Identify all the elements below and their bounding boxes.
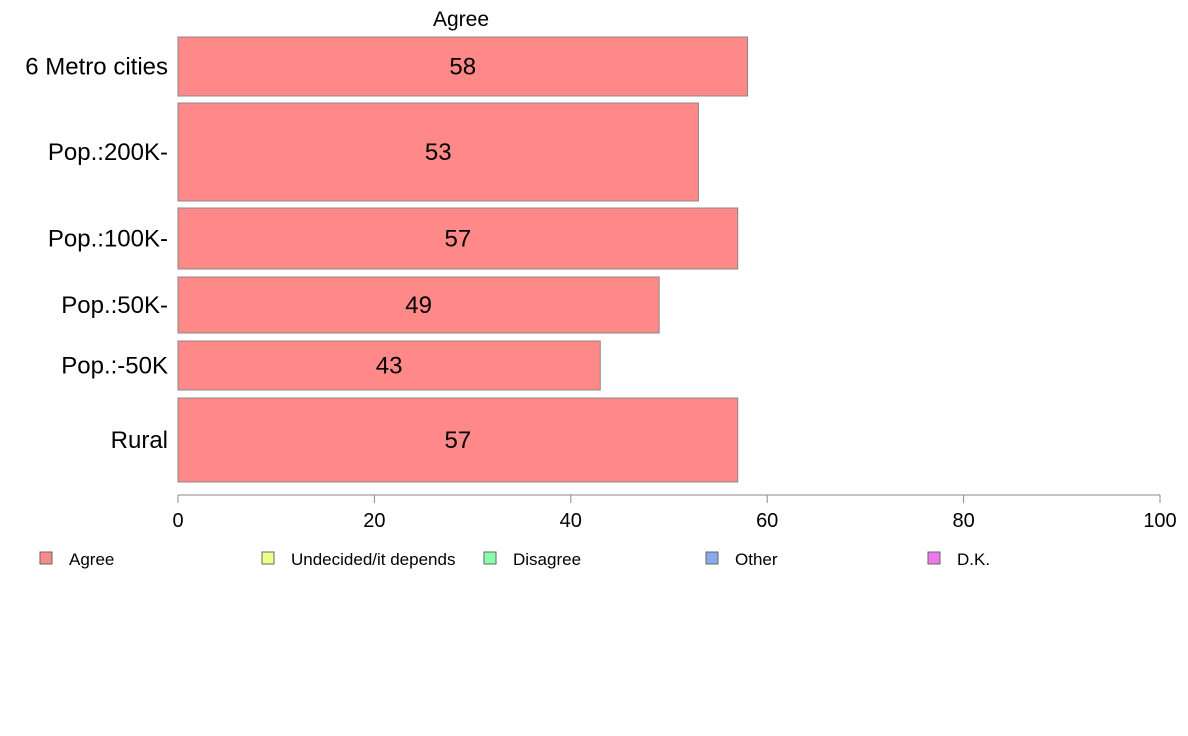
category-label: Pop.:200K- [48, 139, 168, 166]
bar-value-label: 43 [376, 353, 403, 380]
category-label: Rural [111, 427, 168, 454]
x-axis: 0 20 40 60 80 100 [172, 494, 1177, 532]
x-tick-label: 40 [560, 510, 582, 532]
bar [177, 36, 749, 97]
bars-group: 58 6 Metro cities 53 Pop.:200K- 57 Pop.:100K-… [25, 36, 749, 483]
legend: Agree Undecided/it depends Disagree Other D.… [39, 550, 990, 569]
category-label: Pop.:100K- [48, 226, 168, 253]
bar [177, 397, 739, 483]
legend-swatch [927, 551, 941, 565]
bar [177, 102, 699, 202]
panel-title: Agree [433, 8, 489, 31]
legend-label: Undecided/it depends [291, 550, 455, 569]
category-label: Pop.:-50K [61, 353, 168, 380]
legend-label: D.K. [957, 550, 990, 569]
category-label: Pop.:50K- [61, 292, 168, 319]
legend-swatch [705, 551, 719, 565]
bar [177, 276, 660, 334]
legend-swatch [483, 551, 497, 565]
bar [177, 207, 739, 270]
x-tick-label: 20 [363, 510, 385, 532]
legend-label: Agree [69, 550, 114, 569]
legend-swatch [39, 551, 53, 565]
legend-label: Disagree [513, 550, 581, 569]
bar-value-label: 57 [445, 226, 472, 253]
x-tick-label: 80 [952, 510, 974, 532]
bar-value-label: 58 [449, 54, 476, 81]
bar-value-label: 49 [405, 292, 432, 319]
bar-value-label: 53 [425, 139, 452, 166]
bar-value-label: 57 [445, 427, 472, 454]
x-tick-label: 60 [756, 510, 778, 532]
legend-label: Other [735, 550, 778, 569]
x-tick-label: 100 [1143, 510, 1176, 532]
x-tick-label: 0 [172, 510, 183, 532]
legend-swatch [261, 551, 275, 565]
bar [177, 340, 601, 391]
category-label: 6 Metro cities [25, 54, 168, 81]
